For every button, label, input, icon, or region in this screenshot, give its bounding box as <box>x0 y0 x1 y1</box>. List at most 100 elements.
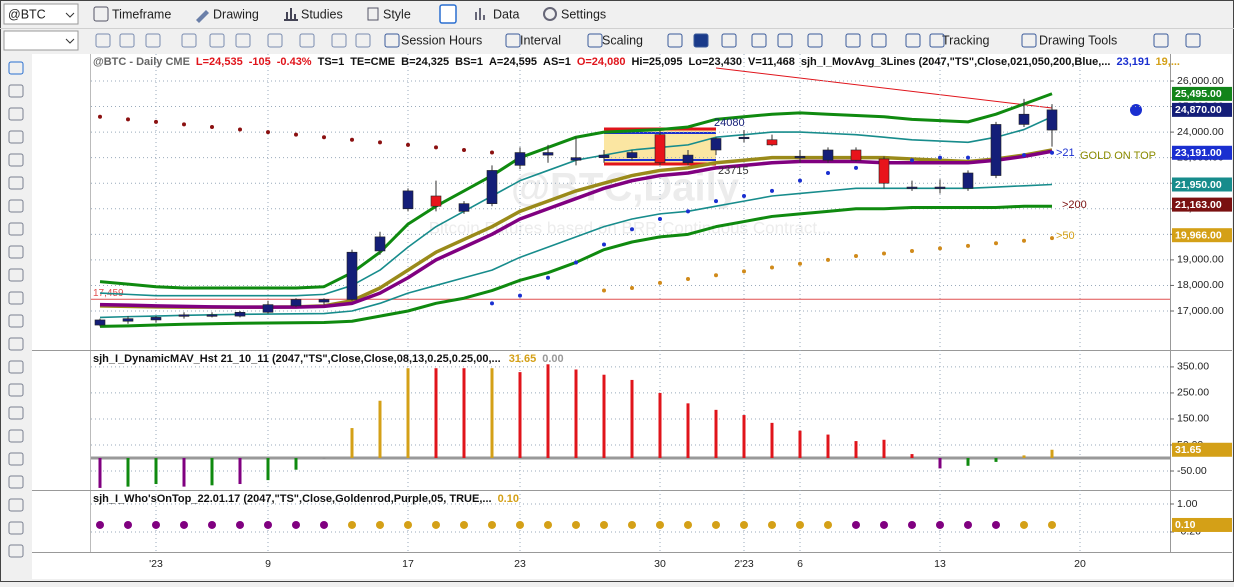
histogram-bar <box>966 457 970 466</box>
histogram-bar <box>826 434 830 458</box>
menu-style[interactable]: Style <box>383 7 411 21</box>
menu-scaling[interactable]: Scaling <box>602 33 643 47</box>
ma-dot <box>602 242 606 247</box>
header-item: V=11,468 <box>748 56 795 68</box>
y-tick-label: 24,000.00 <box>1177 126 1224 138</box>
symbol-box[interactable] <box>3 3 79 25</box>
x-tick-label: 13 <box>934 558 946 570</box>
y-tick-label: 26,000.00 <box>1177 75 1224 87</box>
tool-icon <box>807 33 823 48</box>
study-header: sjh_I_Who'sOnTop_22.01.17 (2047,"TS",Clo… <box>93 493 519 505</box>
state-dot <box>180 520 188 529</box>
side-tool-icon <box>8 429 24 443</box>
header-item: BS=1 <box>455 56 483 68</box>
state-dot <box>96 520 104 529</box>
price-tag <box>1172 102 1232 117</box>
candle-body <box>654 134 666 164</box>
menu-tracking[interactable]: Tracking <box>942 33 990 47</box>
ma-dot <box>826 170 830 175</box>
ma-dot <box>322 135 326 140</box>
histogram-bar <box>854 441 858 458</box>
menu-drawing[interactable]: Drawing <box>213 7 259 21</box>
candle-body <box>150 317 162 321</box>
tool-icon <box>587 33 603 48</box>
tool-icon <box>355 33 371 48</box>
ma-dot <box>462 147 466 152</box>
candle-body <box>374 236 386 252</box>
ma-dot <box>742 193 746 198</box>
side-tool-icon <box>8 176 24 190</box>
price-tag <box>1172 177 1232 192</box>
header-item: -0.43% <box>277 56 312 68</box>
candle-body <box>962 172 974 189</box>
histogram-bar <box>266 457 270 481</box>
ma-dot <box>770 188 774 193</box>
y-tick-label: 150.00 <box>1177 413 1209 425</box>
state-dot <box>544 520 552 529</box>
histogram-bar <box>154 457 158 485</box>
price-tag <box>1172 197 1232 212</box>
state-dot <box>320 520 328 529</box>
price-tag <box>1172 145 1232 160</box>
value-tag <box>1172 517 1232 532</box>
x-tick-label: 9 <box>265 558 271 570</box>
candle-body <box>458 203 470 212</box>
state-dot <box>964 520 972 529</box>
histogram-bar <box>238 457 242 485</box>
moving-average-line <box>99 183 1053 319</box>
state-dot <box>656 520 664 529</box>
state-dot <box>264 520 272 529</box>
line-label: >200 <box>1062 199 1087 211</box>
ma-dot <box>798 261 802 266</box>
ma-dot <box>630 227 634 232</box>
header-item: 0.10 <box>498 493 519 505</box>
y-tick-label: 18,000.00 <box>1177 279 1224 291</box>
header-item: Hi=25,095 <box>631 56 682 68</box>
menu-data[interactable]: Data <box>493 7 519 21</box>
histogram-bar <box>294 457 298 470</box>
state-dot <box>376 520 384 529</box>
ma-dot <box>546 275 550 280</box>
tool-icon <box>299 33 315 48</box>
ma-dot <box>714 273 718 278</box>
ma-dot <box>238 127 242 132</box>
header-item: -105 <box>249 56 271 68</box>
histogram-bar <box>1022 455 1026 458</box>
menu-session-hours[interactable]: Session Hours <box>401 33 482 47</box>
candle-body <box>878 158 890 184</box>
histogram-bar <box>602 374 606 458</box>
alert-dot[interactable] <box>1130 104 1142 116</box>
side-tool-icon <box>8 291 24 305</box>
x-tick-label: 2'23 <box>734 558 754 570</box>
candle-body <box>318 299 330 303</box>
icon-layout[interactable] <box>439 4 457 24</box>
ma-dot <box>686 277 690 282</box>
menu-interval[interactable]: Interval <box>520 33 561 47</box>
ma-dot <box>658 280 662 285</box>
tool-icon <box>181 33 197 48</box>
tool-icon <box>1153 33 1169 48</box>
ma-dot <box>350 137 354 142</box>
ma-dot <box>294 132 298 137</box>
header-item: 23,191 <box>1116 56 1150 68</box>
interval-box[interactable] <box>3 30 79 51</box>
menu-drawing-tools[interactable]: Drawing Tools <box>1039 33 1117 47</box>
side-tool-icon <box>8 107 24 121</box>
state-dot <box>1020 520 1028 529</box>
symbol-text: @BTC <box>8 7 46 21</box>
menu-timeframe[interactable]: Timeframe <box>112 7 171 21</box>
side-tool-icon <box>8 406 24 420</box>
state-dot <box>712 520 720 529</box>
header-item: TE=CME <box>350 56 395 68</box>
tool-icon <box>777 33 793 48</box>
candle-body <box>94 319 106 326</box>
trend-line[interactable] <box>715 67 1053 109</box>
candle-body <box>682 154 694 164</box>
tool-icon <box>1185 33 1201 48</box>
tool-icon <box>871 33 887 48</box>
menu-settings[interactable]: Settings <box>561 7 606 21</box>
menu-studies[interactable]: Studies <box>301 7 343 21</box>
state-dot <box>432 520 440 529</box>
candle-body <box>794 156 806 159</box>
x-tick-label: '23 <box>149 558 163 570</box>
